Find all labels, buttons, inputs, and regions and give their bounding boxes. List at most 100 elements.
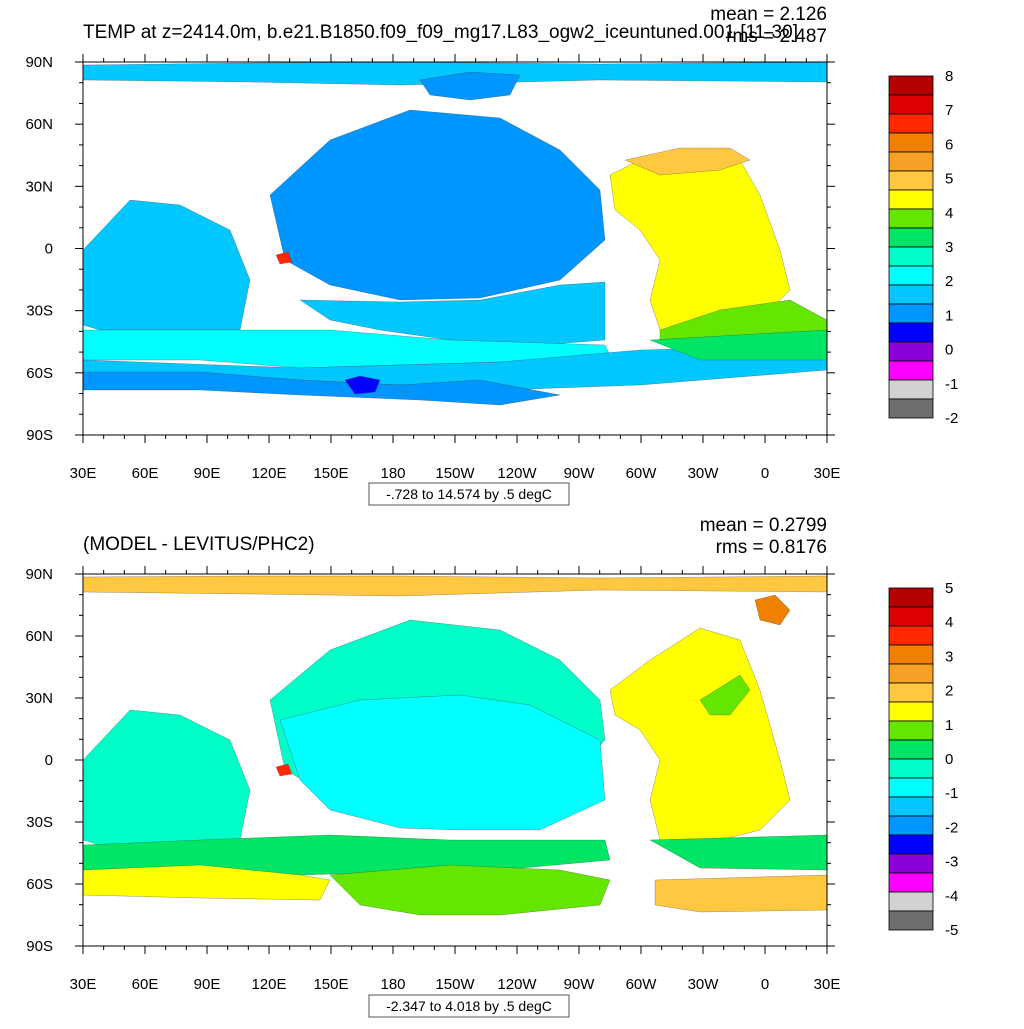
y-tick-label: 30S bbox=[26, 814, 53, 831]
chart-title: TEMP at z=2414.0m, b.e21.B1850.f09_f09_m… bbox=[83, 22, 798, 43]
colorbar-label: -5 bbox=[945, 922, 958, 939]
colorbar-swatch bbox=[888, 265, 934, 286]
map-field bbox=[82, 61, 828, 406]
x-tick-label: 0 bbox=[761, 465, 769, 482]
field-patch bbox=[269, 109, 606, 301]
x-tick-label: 120E bbox=[251, 976, 286, 993]
y-tick-label: 30N bbox=[25, 178, 53, 195]
x-tick-label: 30W bbox=[688, 976, 720, 993]
y-tick-label: 90N bbox=[25, 54, 53, 71]
x-tick-label: 0 bbox=[761, 976, 769, 993]
y-tick-label: 60N bbox=[25, 116, 53, 133]
colorbar-swatch bbox=[888, 189, 934, 210]
field-patch bbox=[275, 251, 293, 265]
x-tick-label: 90E bbox=[194, 976, 221, 993]
colorbar-swatch bbox=[888, 815, 934, 836]
x-tick-label: 60W bbox=[626, 976, 658, 993]
colorbar-label: 0 bbox=[945, 751, 953, 768]
colorbar-swatch bbox=[888, 872, 934, 893]
x-tick-label: 90W bbox=[564, 465, 596, 482]
colorbar-label: 4 bbox=[945, 614, 953, 631]
colorbar-swatch bbox=[888, 910, 934, 931]
colorbar-label: 5 bbox=[945, 580, 953, 597]
field-patch bbox=[609, 149, 791, 331]
field-patch bbox=[82, 575, 828, 597]
y-tick-label: 90S bbox=[26, 938, 53, 955]
x-tick-label: 180 bbox=[380, 976, 405, 993]
colorbar-swatch bbox=[888, 379, 934, 400]
field-patch bbox=[754, 594, 791, 626]
mean-label: mean = 2.126 bbox=[710, 4, 827, 25]
field-patch bbox=[654, 874, 828, 913]
colorbar-label: 0 bbox=[945, 342, 953, 359]
colorbar: 8 7 6 5 4 3 2 1 0 -1 -2 bbox=[888, 68, 958, 427]
colorbar-label: -1 bbox=[945, 376, 958, 393]
colorbar-swatch bbox=[888, 208, 934, 229]
x-tick-label: 150W bbox=[435, 976, 475, 993]
field-patch bbox=[82, 709, 251, 846]
colorbar-swatch bbox=[888, 758, 934, 779]
field-patch bbox=[299, 281, 606, 346]
colorbar-swatch bbox=[888, 360, 934, 381]
colorbar-swatch bbox=[888, 701, 934, 722]
field-patch bbox=[344, 375, 381, 395]
colorbar-swatch bbox=[888, 341, 934, 362]
x-tick-label: 150W bbox=[435, 465, 475, 482]
colorbar-swatch bbox=[888, 322, 934, 343]
range-box bbox=[368, 482, 570, 506]
colorbar-swatch bbox=[888, 132, 934, 153]
field-patch bbox=[82, 199, 251, 331]
colorbar-label: 2 bbox=[945, 273, 953, 290]
colorbar-swatch bbox=[888, 94, 934, 115]
x-tick-label: 60E bbox=[132, 465, 159, 482]
x-tick-label: 30E bbox=[814, 465, 841, 482]
colorbar-label: -2 bbox=[945, 410, 958, 427]
colorbar-swatch bbox=[888, 853, 934, 874]
range-label: -2.347 to 4.018 by .5 degC bbox=[386, 998, 552, 1014]
x-tick-label: 150E bbox=[313, 976, 348, 993]
x-tick-label: 60W bbox=[626, 465, 658, 482]
colorbar-label: 8 bbox=[945, 68, 953, 85]
chart-title: (MODEL - LEVITUS/PHC2) bbox=[83, 534, 315, 555]
y-tick-label: 30N bbox=[25, 690, 53, 707]
field-patch bbox=[82, 371, 561, 406]
colorbar-swatch bbox=[888, 246, 934, 267]
colorbar-label: -1 bbox=[945, 785, 958, 802]
colorbar-swatch bbox=[888, 834, 934, 855]
colorbar-swatch bbox=[888, 663, 934, 684]
rms-label: rms = 2.487 bbox=[726, 26, 827, 47]
colorbar-label: 5 bbox=[945, 171, 953, 188]
field-patch bbox=[649, 834, 828, 871]
y-tick-label: 0 bbox=[45, 241, 53, 258]
range-label: -.728 to 14.574 by .5 degC bbox=[386, 486, 552, 502]
colorbar-swatch bbox=[888, 777, 934, 798]
colorbar-swatch bbox=[888, 170, 934, 191]
x-tick-label: 30E bbox=[70, 976, 97, 993]
colorbar-label: -3 bbox=[945, 854, 958, 871]
colorbar-swatch bbox=[888, 227, 934, 248]
x-tick-label: 120E bbox=[251, 465, 286, 482]
field-patch bbox=[699, 674, 751, 716]
range-box bbox=[368, 994, 570, 1018]
colorbar-swatch bbox=[888, 739, 934, 760]
chart-panel-1: 30E 60E 90E 120E 150E 180 150W 120W 90W 60W 30W 0 30… bbox=[25, 4, 958, 506]
y-tick-label: 60N bbox=[25, 628, 53, 645]
y-tick-label: 90N bbox=[25, 566, 53, 583]
colorbar-swatch bbox=[888, 151, 934, 172]
colorbar-swatch bbox=[888, 284, 934, 305]
field-patch bbox=[624, 147, 751, 176]
colorbar-swatch bbox=[888, 720, 934, 741]
colorbar-swatch bbox=[888, 625, 934, 646]
colorbar-swatch bbox=[888, 75, 934, 96]
y-tick-label: 30S bbox=[26, 303, 53, 320]
x-tick-label: 180 bbox=[380, 465, 405, 482]
colorbar-swatch bbox=[888, 682, 934, 703]
colorbar-label: 2 bbox=[945, 683, 953, 700]
colorbar-swatch bbox=[888, 891, 934, 912]
colorbar-label: 3 bbox=[945, 648, 953, 665]
field-patch bbox=[419, 71, 521, 101]
colorbar-swatch bbox=[888, 303, 934, 324]
colorbar-swatch bbox=[888, 113, 934, 134]
